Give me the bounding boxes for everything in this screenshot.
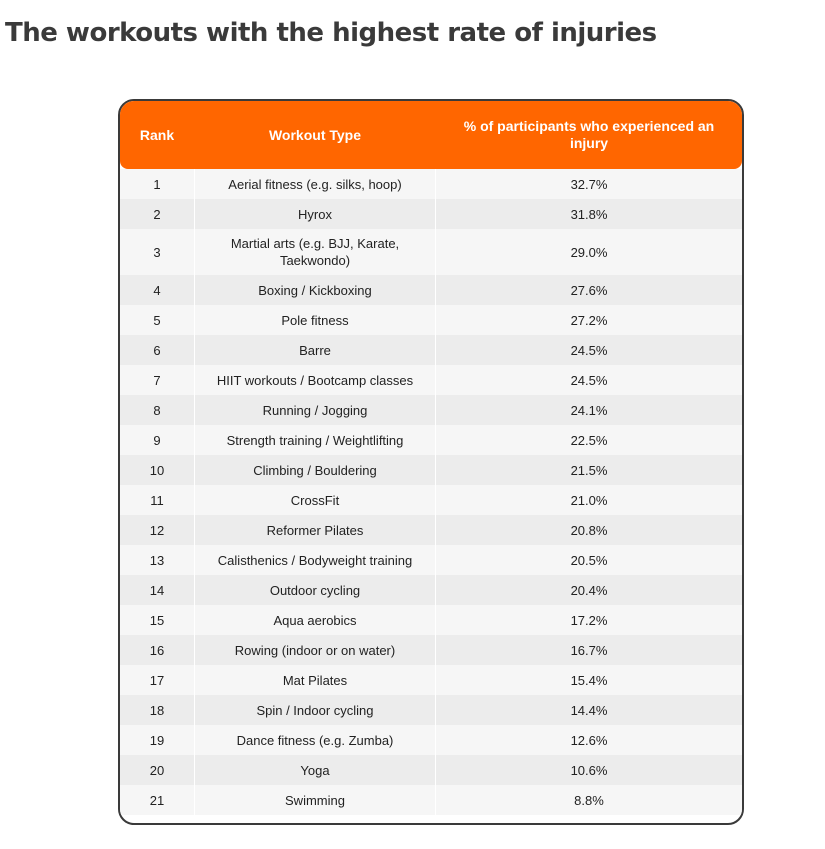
rank-cell: 3: [153, 244, 161, 260]
rank-cell: 17: [149, 672, 165, 688]
workout-type-cell: Pole fitness: [194, 305, 436, 335]
percent-cell: 20.8%: [570, 522, 608, 538]
percent-cell: 21.5%: [570, 462, 608, 478]
rank-cell: 12: [149, 522, 165, 538]
workout-type-cell: Boxing / Kickboxing: [194, 275, 436, 305]
workout-type-cell: Yoga: [194, 755, 436, 785]
workout-type-cell: Spin / Indoor cycling: [194, 695, 436, 725]
workout-type-cell: Swimming: [194, 785, 436, 815]
percent-cell: 17.2%: [570, 612, 608, 628]
workout-type-cell: Running / Jogging: [194, 395, 436, 425]
table-row: 2 Hyrox 31.8%: [120, 199, 742, 229]
percent-cell: 24.5%: [570, 342, 608, 358]
percent-cell: 20.4%: [570, 582, 608, 598]
percent-cell: 27.6%: [570, 282, 608, 298]
table-row: 5 Pole fitness 27.2%: [120, 305, 742, 335]
table-row: 8 Running / Jogging 24.1%: [120, 395, 742, 425]
rank-cell: 7: [153, 372, 161, 388]
rank-cell: 11: [150, 492, 164, 508]
page-title: The workouts with the highest rate of in…: [5, 18, 657, 48]
percent-cell: 20.5%: [570, 552, 608, 568]
workout-type-cell: Aqua aerobics: [194, 605, 436, 635]
workout-type-cell: HIIT workouts / Bootcamp classes: [194, 365, 436, 395]
rank-cell: 6: [153, 342, 161, 358]
rank-cell: 20: [149, 762, 165, 778]
workout-type-cell: Barre: [194, 335, 436, 365]
percent-cell: 24.1%: [570, 402, 608, 418]
table-row: 16 Rowing (indoor or on water) 16.7%: [120, 635, 742, 665]
percent-cell: 22.5%: [570, 432, 608, 448]
workout-type-cell: Hyrox: [194, 199, 436, 229]
table-body: 1 Aerial fitness (e.g. silks, hoop) 32.7% 2…: [120, 169, 742, 815]
table-row: 21 Swimming 8.8%: [120, 785, 742, 815]
workout-type-cell: Martial arts (e.g. BJJ, Karate, Taekwond…: [194, 229, 436, 275]
percent-cell: 27.2%: [570, 312, 608, 328]
percent-cell: 32.7%: [570, 176, 608, 192]
percent-cell: 14.4%: [570, 702, 608, 718]
table-row: 17 Mat Pilates 15.4%: [120, 665, 742, 695]
workout-type-cell: Calisthenics / Bodyweight training: [194, 545, 436, 575]
workout-type-cell: Mat Pilates: [194, 665, 436, 695]
table-row: 14 Outdoor cycling 20.4%: [120, 575, 742, 605]
rank-cell: 2: [153, 206, 161, 222]
rank-cell: 19: [149, 732, 165, 748]
workout-type-cell: Rowing (indoor or on water): [194, 635, 436, 665]
percent-cell: 21.0%: [570, 492, 608, 508]
percent-cell: 10.6%: [570, 762, 608, 778]
workout-type-cell: Reformer Pilates: [194, 515, 436, 545]
rank-cell: 14: [149, 582, 165, 598]
table-row: 10 Climbing / Bouldering 21.5%: [120, 455, 742, 485]
table-row: 13 Calisthenics / Bodyweight training 20.5…: [120, 545, 742, 575]
rank-cell: 13: [149, 552, 165, 568]
table-row: 6 Barre 24.5%: [120, 335, 742, 365]
table-header: Rank Workout Type % of participants who …: [120, 101, 742, 169]
rank-cell: 10: [149, 462, 165, 478]
percent-cell: 8.8%: [574, 792, 604, 808]
percent-cell: 15.4%: [570, 672, 608, 688]
workout-type-cell: Outdoor cycling: [194, 575, 436, 605]
workout-type-cell: Dance fitness (e.g. Zumba): [194, 725, 436, 755]
rank-cell: 16: [149, 642, 165, 658]
table-row: 4 Boxing / Kickboxing 27.6%: [120, 275, 742, 305]
table-row: 15 Aqua aerobics 17.2%: [120, 605, 742, 635]
table-row: 19 Dance fitness (e.g. Zumba) 12.6%: [120, 725, 742, 755]
rank-cell: 21: [149, 792, 165, 808]
table-row: 3 Martial arts (e.g. BJJ, Karate, Taekwon…: [120, 229, 742, 275]
workout-type-cell: Climbing / Bouldering: [194, 455, 436, 485]
rank-cell: 15: [149, 612, 165, 628]
rank-cell: 9: [153, 432, 161, 448]
percent-cell: 24.5%: [570, 372, 608, 388]
percent-cell: 31.8%: [570, 206, 608, 222]
header-rank: Rank: [139, 126, 175, 143]
percent-cell: 16.7%: [570, 642, 608, 658]
header-workout-type: Workout Type: [268, 126, 362, 143]
workout-type-cell: Aerial fitness (e.g. silks, hoop): [194, 169, 436, 199]
rank-cell: 18: [149, 702, 165, 718]
rank-cell: 1: [153, 176, 161, 192]
percent-cell: 29.0%: [570, 244, 608, 260]
table-row: 12 Reformer Pilates 20.8%: [120, 515, 742, 545]
table-row: 9 Strength training / Weightlifting 22.5%: [120, 425, 742, 455]
table-row: 18 Spin / Indoor cycling 14.4%: [120, 695, 742, 725]
rank-cell: 8: [153, 402, 161, 418]
table-row: 20 Yoga 10.6%: [120, 755, 742, 785]
table-row: 1 Aerial fitness (e.g. silks, hoop) 32.7%: [120, 169, 742, 199]
injury-table: Rank Workout Type % of participants who …: [118, 99, 744, 825]
workout-type-cell: CrossFit: [194, 485, 436, 515]
workout-type-cell: Strength training / Weightlifting: [194, 425, 436, 455]
rank-cell: 4: [153, 282, 161, 298]
table-row: 11 CrossFit 21.0%: [120, 485, 742, 515]
rank-cell: 5: [153, 312, 161, 328]
percent-cell: 12.6%: [570, 732, 608, 748]
table-row: 7 HIIT workouts / Bootcamp classes 24.5%: [120, 365, 742, 395]
header-percent-injured: % of participants who experienced an inj…: [463, 118, 715, 151]
